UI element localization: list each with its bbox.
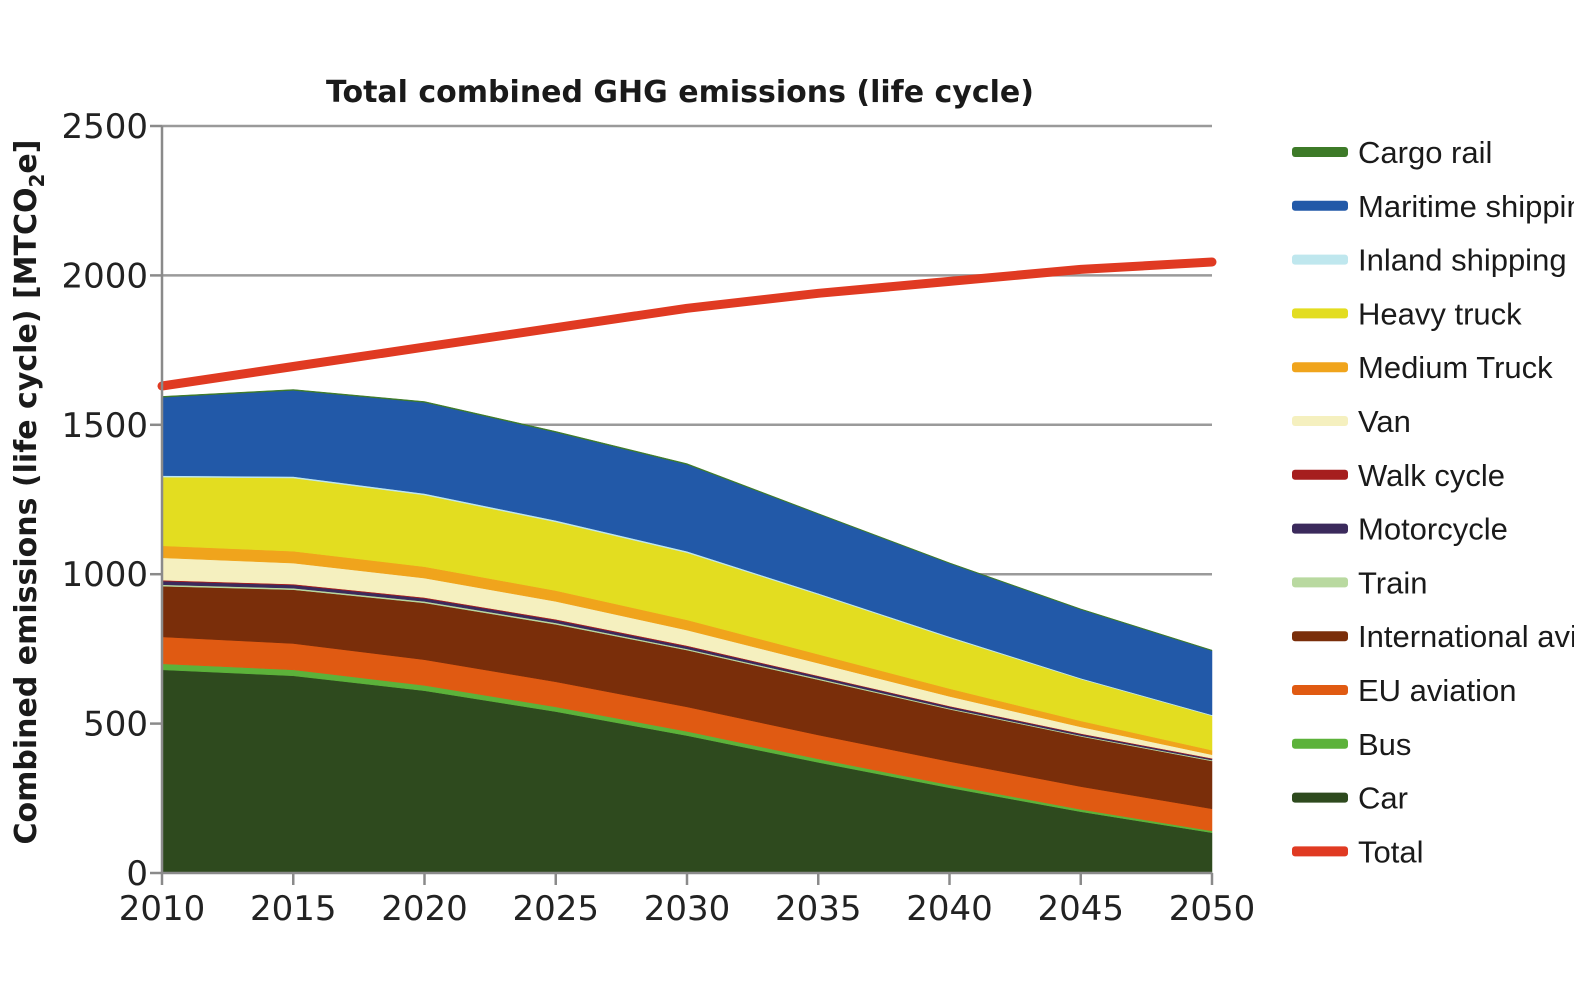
x-tick-label: 2010 [119,889,206,929]
legend-item-train: Train [1292,565,1427,600]
chart-title: Total combined GHG emissions (life cycle… [326,75,1034,110]
x-tick-label: 2035 [775,889,862,929]
legend-swatch [1292,792,1348,803]
y-tick-label: 1000 [61,555,148,595]
legend-item-inland-shipping: Inland shipping [1292,243,1567,278]
legend-item-maritime-shipping: Maritime shipping [1292,189,1574,224]
x-tick-label: 2025 [512,889,599,929]
legend-label: EU aviation [1358,673,1517,708]
y-axis-label-subscript: 2 [25,174,49,188]
legend-label: Inland shipping [1358,243,1567,278]
legend-label: Total [1358,834,1423,869]
total-line-layer [157,257,1217,391]
legend-item-van: Van [1292,404,1411,439]
x-tick-label: 2040 [906,889,993,929]
y-tick-label: 0 [126,854,148,894]
x-tick-label: 2045 [1037,889,1124,929]
y-axis-label: Combined emissions (life cycle) [MTCO2e] [9,140,49,845]
legend-item-car: Car [1292,781,1408,816]
legend-swatch [1292,469,1348,480]
legend-swatch [1292,685,1348,695]
legend-label: Cargo rail [1358,135,1492,170]
legend-swatch [1292,523,1348,534]
legend-item-international-aviat: International aviat [1292,619,1574,654]
legend-label: Bus [1358,727,1411,762]
legend-item-eu-aviation: EU aviation [1292,673,1517,708]
legend-swatch [1292,362,1348,373]
legend-item-bus: Bus [1292,727,1411,762]
legend-label: Walk cycle [1358,458,1505,493]
legend-swatch [1292,147,1348,157]
legend-label: International aviat [1358,619,1574,654]
legend-swatch [1292,631,1348,642]
legend-item-total: Total [1292,834,1423,869]
stacked-areas [161,389,1213,874]
legend-swatch [1292,846,1348,857]
legend-swatch [1292,738,1348,749]
legend-label: Heavy truck [1358,296,1522,331]
legend-item-walk-cycle: Walk cycle [1292,458,1505,493]
y-tick-label: 500 [83,705,148,745]
y-axis-label-main: Combined emissions (life cycle) [MTCO [9,187,44,844]
legend-label: Car [1358,781,1408,816]
legend-swatch [1292,577,1348,588]
legend-item-heavy-truck: Heavy truck [1292,296,1522,331]
x-tick-label: 2050 [1169,889,1256,929]
legend-swatch [1292,254,1348,265]
x-tick-label: 2015 [250,889,337,929]
legend-swatch [1292,308,1348,319]
legend: Cargo rail Maritime shipping Inland shippi… [1292,135,1574,869]
y-tick-label: 2000 [61,256,148,296]
line-total [157,257,1217,391]
legend-item-cargo-rail: Cargo rail [1292,135,1492,170]
x-tick-label: 2020 [381,889,468,929]
legend-label: Train [1358,565,1427,600]
legend-label: Maritime shipping [1358,189,1574,224]
legend-item-motorcycle: Motorcycle [1292,512,1508,547]
y-tick-label: 2500 [61,107,148,147]
legend-swatch [1292,416,1348,426]
y-axis-label-unit: e] [9,140,44,174]
legend-label: Van [1358,404,1411,439]
axes: 0 500 1000 1500 2000 2500 2010 2015 2020 2025 2030… [61,107,1255,929]
legend-item-medium-truck: Medium Truck [1292,350,1553,385]
legend-swatch [1292,200,1348,211]
legend-label: Medium Truck [1358,350,1553,385]
legend-label: Motorcycle [1358,512,1508,547]
x-tick-label: 2030 [644,889,731,929]
area-cargo-rail [161,389,1213,652]
y-tick-label: 1500 [61,406,148,446]
